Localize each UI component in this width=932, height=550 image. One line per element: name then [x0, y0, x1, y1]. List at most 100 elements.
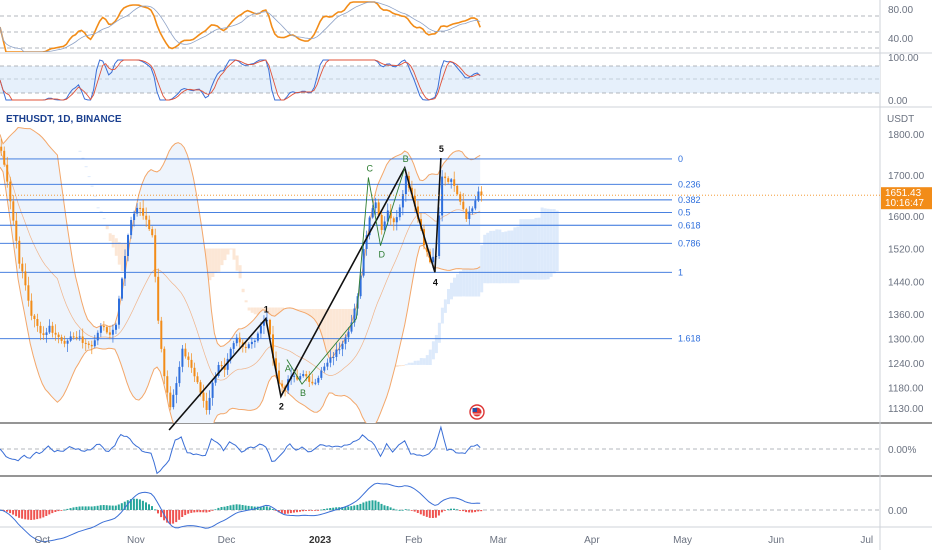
candle-body	[392, 218, 395, 223]
candle-body	[27, 285, 30, 301]
candle-body	[401, 194, 404, 208]
fib-label: 0.236	[678, 179, 701, 189]
cloud-segment	[226, 248, 230, 255]
macd-bar	[93, 506, 96, 510]
candle-body	[169, 392, 172, 408]
macd-bar	[51, 510, 54, 514]
candle-body	[124, 256, 126, 279]
macd-bar	[157, 510, 159, 514]
macd-bar	[450, 508, 452, 510]
macd-bar	[468, 510, 471, 513]
macd-bar	[205, 510, 208, 513]
cloud-segment	[241, 288, 245, 293]
candle-body	[262, 321, 265, 326]
candle-body	[193, 367, 196, 377]
cloud-segment	[543, 208, 547, 280]
candle-body	[438, 215, 441, 256]
cloud-segment	[465, 259, 469, 297]
symbol-label: ETHUSDT, 1D, BINANCE	[6, 114, 122, 125]
macd-bar	[211, 510, 214, 511]
macd-bar	[371, 500, 374, 510]
candle-body	[196, 376, 199, 383]
candle-body	[278, 370, 280, 384]
macd-bar	[362, 502, 365, 510]
cloud-segment	[537, 217, 541, 280]
macd-bar	[60, 510, 63, 511]
macd-bar	[431, 510, 434, 518]
candle-body	[199, 382, 202, 393]
macd-bar	[172, 510, 175, 524]
candle-body	[417, 206, 419, 220]
cloud-segment	[235, 255, 239, 271]
candle-body	[456, 185, 459, 195]
price-axis: 1800.00 1700.00 1600.00 1520.00 1440.00 1360.…	[888, 130, 925, 415]
candle-body	[244, 346, 247, 348]
candle-body	[142, 208, 145, 216]
candle-body	[404, 175, 407, 195]
macd-bar	[474, 510, 477, 513]
macd-bar	[344, 506, 347, 510]
candle-body	[293, 375, 296, 377]
candle-body	[371, 208, 374, 218]
macd-bar	[317, 510, 320, 511]
abcd-label: C	[366, 163, 373, 173]
macd-bar	[350, 506, 353, 510]
cloud-segment	[510, 230, 514, 284]
candle-body	[302, 374, 305, 377]
macd-bar	[353, 505, 356, 510]
macd-bar	[341, 507, 344, 510]
cloud-segment	[450, 282, 453, 300]
candle-body	[133, 213, 136, 220]
macd-bar	[398, 510, 401, 511]
month-tick: Dec	[218, 535, 236, 546]
candle-body	[368, 217, 371, 236]
macd-bar	[392, 508, 395, 510]
candle-body	[256, 333, 259, 341]
month-tick: Jul	[860, 535, 873, 546]
candle-body	[160, 320, 163, 349]
candle-body	[398, 207, 401, 218]
candle-body	[39, 325, 42, 334]
macd-bar	[265, 506, 268, 510]
candle-body	[184, 348, 187, 357]
cloud-segment	[332, 309, 336, 359]
cloud-segment	[492, 230, 496, 284]
candle-body	[81, 336, 84, 343]
candle-body	[220, 365, 223, 367]
macd-bar	[15, 510, 18, 517]
macd-bar	[39, 510, 42, 519]
macd-bar	[129, 499, 132, 510]
macd-bar	[456, 509, 458, 511]
candle-body	[305, 374, 308, 377]
stoch-pane: 100.00 0.00	[0, 53, 919, 107]
macd-bar	[247, 505, 250, 510]
rsi-average-line	[0, 1, 481, 52]
candle-body	[450, 179, 453, 182]
macd-bar	[347, 506, 350, 510]
candle-body	[362, 249, 365, 276]
candle-body	[205, 400, 208, 410]
cloud-segment	[87, 176, 91, 178]
macd-bar	[241, 505, 244, 510]
macd-bar	[21, 510, 24, 519]
candle-body	[148, 219, 151, 230]
flag-icon[interactable]	[469, 404, 485, 420]
stoch-tick-0: 0.00	[888, 96, 908, 107]
candle-body	[374, 202, 377, 209]
wave-label: 5	[439, 144, 444, 154]
candle-body	[311, 381, 314, 384]
cloud-segment	[341, 309, 345, 351]
candle-body	[66, 340, 69, 344]
candle-body	[232, 343, 235, 349]
fibonacci-retracement: 0 0.236 0.382 0.5 0.618 0.786 1 1.618	[0, 154, 701, 344]
candle-body	[259, 325, 262, 334]
macd-bar	[440, 510, 443, 513]
price-tick: 1440.00	[888, 277, 925, 288]
candle-body	[18, 240, 21, 264]
candle-body	[335, 349, 338, 357]
macd-bar	[299, 510, 301, 512]
cloud-segment	[419, 358, 423, 365]
cloud-segment	[93, 195, 97, 197]
candle-body	[105, 327, 108, 333]
